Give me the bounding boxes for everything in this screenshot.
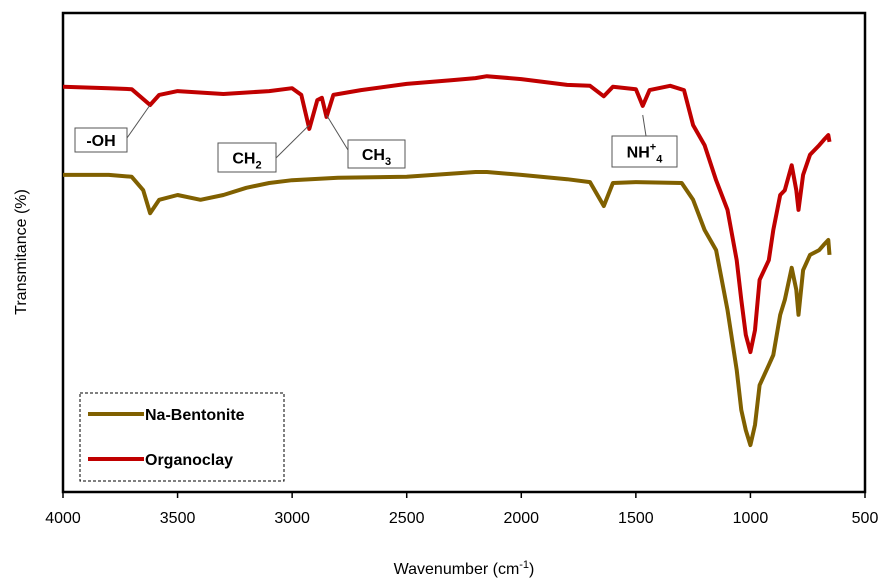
annotation-sub: 3 — [385, 156, 391, 168]
annotation-text: -OH — [86, 133, 115, 150]
annotation-leader — [126, 104, 151, 139]
x-tick-label: 3500 — [160, 510, 196, 527]
annotation-box — [611, 135, 678, 168]
annotation-sup: + — [650, 142, 656, 154]
series-line — [63, 170, 832, 448]
y-axis-label: Transmitance (%) — [13, 189, 30, 315]
x-axis-label-sup: -1 — [519, 559, 529, 571]
series-line — [62, 74, 832, 355]
x-tick-label: 1000 — [733, 510, 769, 527]
annotation-text: NH — [627, 145, 650, 162]
legend-label: Na-Bentonite — [145, 407, 245, 424]
x-axis-label-text: Wavenumber (cm — [394, 561, 520, 578]
annotation-sub: 2 — [255, 160, 261, 172]
annotation-label: NH+4 — [627, 142, 664, 166]
annotation-box — [347, 139, 406, 169]
annotation-leader — [642, 114, 647, 137]
x-tick-label: 2500 — [389, 510, 425, 527]
annotation-box — [217, 142, 277, 173]
x-tick-label: 3000 — [274, 510, 310, 527]
annotation-label: -OH — [86, 133, 115, 150]
annotation-sub: 4 — [656, 154, 663, 166]
annotation-leader — [275, 124, 310, 159]
plot-frame — [61, 11, 867, 494]
x-tick-label: 500 — [852, 510, 879, 527]
x-axis-label-after: ) — [529, 561, 534, 578]
x-tick-label: 2000 — [503, 510, 539, 527]
x-tick-label: 4000 — [45, 510, 81, 527]
annotation-label: CH3 — [362, 147, 391, 168]
legend-box — [79, 392, 285, 482]
annotation-leader — [326, 114, 349, 151]
x-tick-label: 1500 — [618, 510, 654, 527]
x-axis-label: Wavenumber (cm-1) — [394, 559, 535, 578]
annotation-label: CH2 — [232, 151, 261, 172]
annotation-text: CH — [232, 151, 255, 168]
legend-label: Organoclay — [145, 452, 233, 469]
annotation-box — [74, 127, 128, 153]
annotation-text: CH — [362, 147, 385, 164]
